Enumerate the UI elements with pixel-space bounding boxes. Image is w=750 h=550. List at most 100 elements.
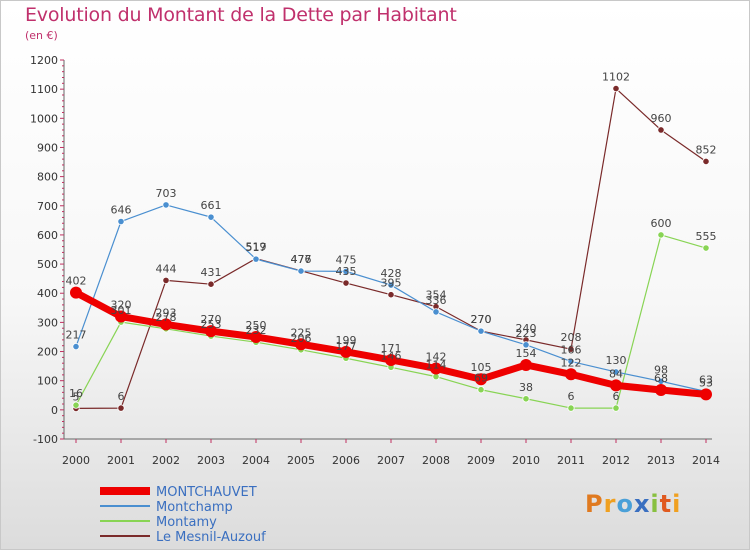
data-point	[612, 84, 620, 93]
data-label: 232	[246, 324, 267, 337]
data-label: 600	[651, 217, 672, 230]
data-label: 208	[561, 331, 582, 344]
y-tick-label: 800	[37, 171, 58, 184]
data-point	[520, 358, 532, 371]
data-label: 142	[426, 350, 447, 363]
data-point	[205, 325, 217, 338]
data-point	[522, 341, 530, 349]
data-label: 270	[471, 313, 492, 326]
data-label: 114	[426, 359, 447, 372]
x-tick-label: 2013	[647, 454, 675, 467]
y-tick-label: 900	[37, 141, 58, 154]
data-label: 435	[336, 265, 357, 278]
data-label: 960	[651, 112, 672, 125]
data-label: 293	[156, 306, 177, 319]
data-point	[297, 267, 305, 275]
x-tick-label: 2014	[692, 454, 720, 467]
data-point	[655, 384, 667, 397]
data-label: 122	[561, 356, 582, 369]
data-label: 428	[381, 267, 402, 280]
data-label: 69	[474, 372, 488, 385]
x-tick-label: 2001	[107, 454, 135, 467]
x-tick-label: 2009	[467, 454, 495, 467]
data-label: 5	[73, 390, 80, 403]
data-point	[70, 286, 82, 299]
data-label: 852	[696, 143, 717, 156]
data-label: 199	[336, 334, 357, 347]
x-tick-label: 2000	[62, 454, 90, 467]
x-tick-label: 2002	[152, 454, 180, 467]
proxiti-logo: Proxiti	[585, 490, 682, 518]
data-label: 240	[516, 322, 537, 335]
data-point	[700, 388, 712, 401]
data-label: 206	[291, 332, 312, 345]
data-point	[522, 395, 530, 403]
x-tick-label: 2004	[242, 454, 270, 467]
data-label: 320	[111, 299, 132, 312]
data-label: 517	[246, 241, 267, 254]
data-label: 431	[201, 266, 222, 279]
data-label: 270	[201, 313, 222, 326]
data-point	[115, 310, 127, 323]
data-label: 661	[201, 199, 222, 212]
data-point	[207, 280, 215, 288]
data-label: 6	[568, 390, 575, 403]
data-point	[387, 281, 395, 289]
y-tick-label: 1200	[30, 54, 58, 67]
data-point	[117, 217, 125, 226]
y-tick-label: -100	[33, 433, 58, 446]
data-label: 16	[69, 387, 83, 400]
axes: -100 0 100 200 300 400 500 600 700 800 900 1000 1100…	[30, 54, 720, 467]
data-label: 555	[696, 230, 717, 243]
data-point	[567, 345, 575, 353]
data-point	[702, 157, 710, 166]
chart-title: Evolution du Montant de la Dette par Hab…	[25, 4, 457, 26]
x-tick-label: 2006	[332, 454, 360, 467]
series-lines	[70, 84, 712, 412]
data-point	[432, 308, 440, 316]
data-label: 98	[654, 363, 668, 376]
data-label: 6	[118, 390, 125, 403]
data-label: 53	[699, 376, 713, 389]
legend-label: Montamy	[156, 515, 217, 530]
data-label: 402	[66, 275, 87, 288]
data-label: 444	[156, 262, 177, 275]
legend-label: MONTCHAUVET	[156, 485, 257, 500]
data-label: 223	[516, 327, 537, 340]
data-label: 84	[609, 367, 623, 380]
data-point	[430, 362, 442, 375]
data-label: 177	[336, 340, 357, 353]
data-point	[342, 279, 350, 287]
unit-label: (en €)	[25, 29, 58, 42]
data-point	[657, 231, 665, 239]
data-point	[567, 357, 575, 366]
data-point	[612, 404, 620, 412]
data-label: 395	[381, 277, 402, 290]
data-label: 475	[336, 253, 357, 266]
data-point	[207, 213, 215, 221]
data-point	[612, 368, 620, 376]
legend-label: Montchamp	[156, 500, 233, 515]
data-label: 354	[426, 289, 447, 302]
y-tick-label: 300	[37, 316, 58, 329]
data-label: 336	[426, 294, 447, 307]
data-label: 146	[381, 349, 402, 362]
x-tick-label: 2003	[197, 454, 225, 467]
data-label: 63	[699, 373, 713, 386]
data-label: 217	[66, 329, 87, 342]
data-label: 154	[516, 347, 537, 360]
x-tick-label: 2008	[422, 454, 450, 467]
y-tick-label: 500	[37, 258, 58, 271]
data-label: 476	[291, 253, 312, 266]
y-tick-label: 700	[37, 200, 58, 213]
x-tick-label: 2007	[377, 454, 405, 467]
data-point	[162, 276, 170, 285]
data-label: 166	[561, 343, 582, 356]
x-tick-label: 2011	[557, 454, 585, 467]
data-point	[565, 368, 577, 381]
data-label: 171	[381, 342, 402, 355]
data-label: 270	[471, 313, 492, 326]
data-point	[250, 330, 262, 343]
data-label: 105	[471, 361, 492, 374]
